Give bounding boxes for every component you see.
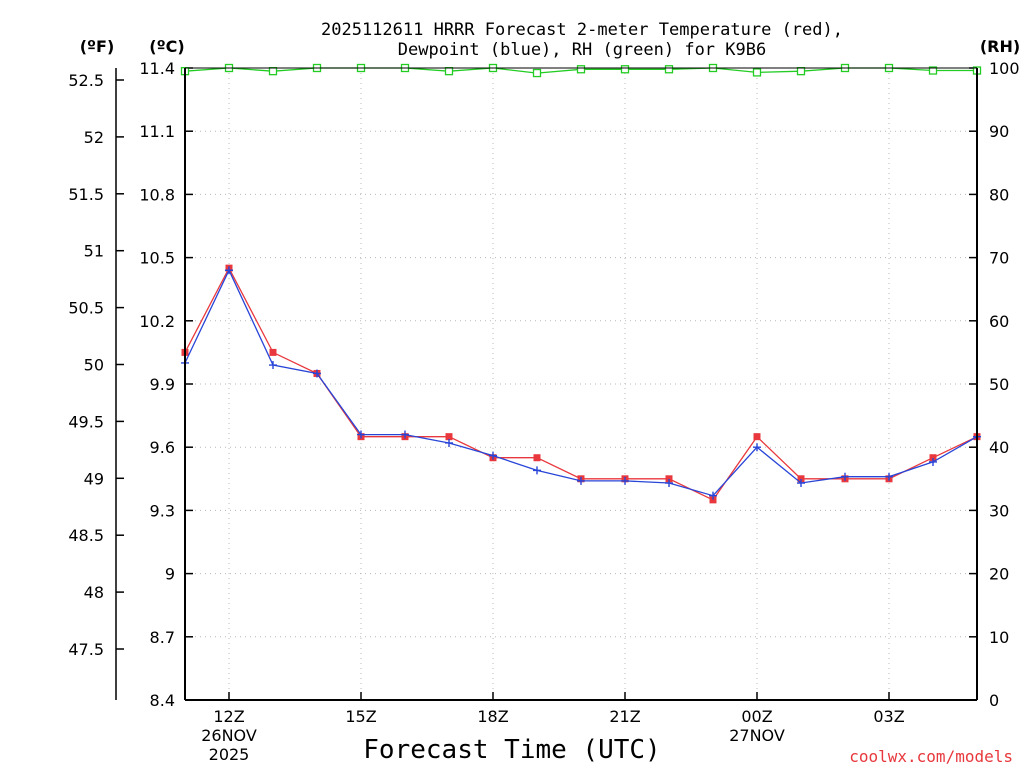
chart-title-line-1: 2025112611 HRRR Forecast 2-meter Tempera… — [321, 20, 843, 40]
rh-point — [796, 67, 806, 76]
dewpoint-point — [665, 479, 673, 488]
dewpoint-line — [184, 268, 978, 497]
fahrenheit-tick-label: 51.5 — [68, 185, 104, 204]
celsius-tick-label: 10.8 — [139, 185, 175, 204]
celsius-tick-label: 10.5 — [139, 249, 175, 268]
grid-lines — [185, 68, 977, 700]
fahrenheit-tick-label: 48 — [84, 583, 104, 602]
x-tick-label: 12Z — [213, 707, 244, 726]
fahrenheit-tick-label: 52.5 — [68, 71, 104, 90]
dewpoint-point — [269, 361, 277, 370]
fahrenheit-tick-label: 50.5 — [68, 299, 104, 318]
fahrenheit-tick-label: 47.5 — [68, 640, 104, 659]
temperature-point — [533, 454, 541, 462]
fahrenheit-tick-label: 48.5 — [68, 526, 104, 545]
rh-tick-label: 80 — [989, 185, 1009, 204]
temperature-point — [665, 475, 673, 483]
dewpoint-series — [181, 266, 981, 500]
rh-point — [576, 65, 586, 74]
temperature-point — [709, 496, 717, 504]
temperature-point — [929, 454, 937, 462]
dewpoint-point — [797, 479, 805, 488]
rh-point — [752, 68, 762, 77]
rh-point — [620, 65, 630, 74]
dewpoint-point — [225, 266, 233, 275]
fahrenheit-tick-label: 49 — [84, 469, 104, 488]
celsius-tick-label: 9.6 — [150, 438, 175, 457]
celsius-tick-label: 8.7 — [150, 628, 175, 647]
celsius-unit-label: (ºC) — [149, 37, 184, 56]
x-tick-year: 2025 — [209, 745, 250, 764]
x-tick-label: 18Z — [477, 707, 508, 726]
x-tick-label: 15Z — [345, 707, 376, 726]
rh-point — [664, 65, 674, 74]
rh-unit-label: (RH) — [980, 37, 1020, 56]
temperature-point — [269, 348, 277, 356]
rh-tick-label: 0 — [989, 691, 999, 710]
x-tick-label: 00Z — [741, 707, 772, 726]
chart-title-line-2: Dewpoint (blue), RH (green) for K9B6 — [398, 40, 766, 60]
rh-tick-label: 30 — [989, 501, 1009, 520]
x-tick-date: 27NOV — [729, 726, 785, 745]
celsius-ticks: 11.4 11.1 10.8 10.5 10.2 9.9 9.6 9.3 9 8.7 8.4 — [139, 59, 193, 710]
rh-series — [180, 63, 982, 78]
rh-tick-label: 70 — [989, 249, 1009, 268]
dewpoint-point — [357, 430, 365, 439]
fahrenheit-tick-label: 52 — [84, 128, 104, 147]
rh-tick-label: 40 — [989, 438, 1009, 457]
temperature-point — [445, 433, 453, 441]
x-axis-label: Forecast Time (UTC) — [363, 735, 660, 765]
dewpoint-point — [885, 472, 893, 481]
temperature-point — [797, 475, 805, 483]
fahrenheit-tick-label: 50 — [84, 356, 104, 375]
x-tick-label: 03Z — [873, 707, 904, 726]
celsius-tick-label: 9.9 — [150, 375, 175, 394]
dewpoint-point — [841, 472, 849, 481]
dewpoint-point — [709, 491, 717, 500]
celsius-tick-label: 11.4 — [139, 59, 175, 78]
dewpoint-point — [753, 443, 761, 452]
rh-tick-label: 20 — [989, 565, 1009, 584]
dewpoint-point — [621, 476, 629, 485]
fahrenheit-unit-label: (ºF) — [80, 37, 115, 56]
dewpoint-point — [577, 476, 585, 485]
fahrenheit-tick-label: 51 — [84, 242, 104, 261]
series-layer — [180, 63, 982, 504]
temperature-point — [753, 433, 761, 441]
celsius-tick-label: 8.4 — [150, 691, 175, 710]
credit-label: coolwx.com/models — [849, 747, 1013, 766]
rh-point — [532, 68, 542, 78]
x-tick-date: 26NOV — [201, 726, 257, 745]
dewpoint-point — [533, 466, 541, 475]
fahrenheit-ticks: 52.5 52 51.5 51 50.5 50 49.5 49 48.5 48 47.5 — [68, 71, 124, 659]
dewpoint-point — [489, 451, 497, 460]
rh-point — [444, 67, 454, 76]
fahrenheit-tick-label: 49.5 — [68, 412, 104, 431]
rh-tick-label: 90 — [989, 122, 1009, 141]
dewpoint-point — [445, 438, 453, 447]
celsius-tick-label: 9 — [165, 565, 175, 584]
dewpoint-point — [401, 430, 409, 439]
rh-point — [928, 66, 938, 75]
x-tick-label: 21Z — [609, 707, 640, 726]
celsius-tick-label: 10.2 — [139, 312, 175, 331]
rh-tick-label: 100 — [989, 59, 1020, 78]
rh-tick-label: 50 — [989, 375, 1009, 394]
rh-tick-label: 10 — [989, 628, 1009, 647]
rh-point — [268, 67, 278, 76]
dewpoint-point — [929, 457, 937, 466]
dewpoint-point — [313, 369, 321, 378]
celsius-tick-label: 11.1 — [139, 122, 175, 141]
rh-tick-label: 60 — [989, 312, 1009, 331]
celsius-tick-label: 9.3 — [150, 501, 175, 520]
